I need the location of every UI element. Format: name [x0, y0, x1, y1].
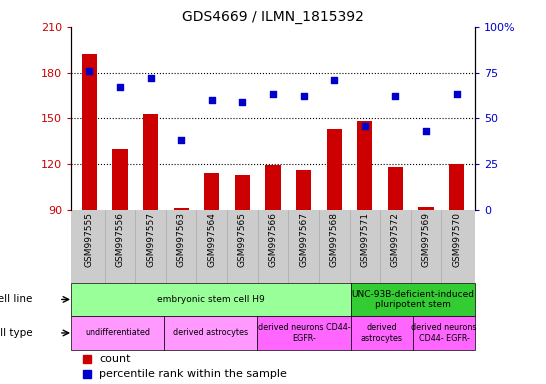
Bar [71, 283, 351, 316]
Text: GSM997566: GSM997566 [269, 212, 277, 267]
Text: embryonic stem cell H9: embryonic stem cell H9 [157, 295, 265, 304]
Text: derived
astrocytes: derived astrocytes [361, 323, 403, 343]
Text: GSM997555: GSM997555 [85, 212, 94, 267]
Bar [82, 54, 97, 210]
Point [177, 137, 186, 143]
Bar [418, 207, 434, 210]
Point [299, 93, 308, 99]
Point [330, 77, 339, 83]
Text: GSM997557: GSM997557 [146, 212, 155, 267]
Bar [174, 208, 189, 210]
Point [146, 75, 155, 81]
Bar [265, 166, 281, 210]
Bar [327, 129, 342, 210]
Text: GSM997556: GSM997556 [115, 212, 124, 267]
Bar [296, 170, 311, 210]
Text: GSM997572: GSM997572 [391, 212, 400, 266]
Text: GSM997564: GSM997564 [207, 212, 216, 266]
Text: count: count [99, 354, 130, 364]
Bar [413, 316, 475, 350]
Point [391, 93, 400, 99]
Bar [71, 316, 164, 350]
Text: undifferentiated: undifferentiated [85, 328, 150, 338]
Bar [351, 283, 475, 316]
Text: derived neurons CD44-
EGFR-: derived neurons CD44- EGFR- [258, 323, 351, 343]
Text: GSM997570: GSM997570 [452, 212, 461, 267]
Text: GSM997565: GSM997565 [238, 212, 247, 267]
Bar [143, 114, 158, 210]
Point [269, 91, 277, 98]
Bar [351, 316, 413, 350]
Bar [258, 316, 351, 350]
Text: percentile rank within the sample: percentile rank within the sample [99, 369, 287, 379]
Text: GSM997567: GSM997567 [299, 212, 308, 267]
Point [85, 68, 94, 74]
Text: GSM997571: GSM997571 [360, 212, 369, 267]
Bar [449, 164, 464, 210]
Point [207, 97, 216, 103]
Text: cell line: cell line [0, 295, 33, 305]
Text: derived neurons
CD44- EGFR-: derived neurons CD44- EGFR- [411, 323, 477, 343]
Bar [357, 121, 372, 210]
Bar [204, 173, 219, 210]
Point [238, 99, 247, 105]
Bar [112, 149, 128, 210]
Text: GSM997568: GSM997568 [330, 212, 339, 267]
Bar [235, 175, 250, 210]
Text: GSM997569: GSM997569 [422, 212, 431, 267]
Text: derived astrocytes: derived astrocytes [173, 328, 248, 338]
Point [360, 122, 369, 129]
Text: GSM997563: GSM997563 [177, 212, 186, 267]
Bar [388, 167, 403, 210]
Point [452, 91, 461, 98]
Point [422, 128, 430, 134]
Text: cell type: cell type [0, 328, 33, 338]
Point [116, 84, 124, 90]
Title: GDS4669 / ILMN_1815392: GDS4669 / ILMN_1815392 [182, 10, 364, 25]
Bar [164, 316, 258, 350]
Text: UNC-93B-deficient-induced
pluripotent stem: UNC-93B-deficient-induced pluripotent st… [352, 290, 474, 309]
